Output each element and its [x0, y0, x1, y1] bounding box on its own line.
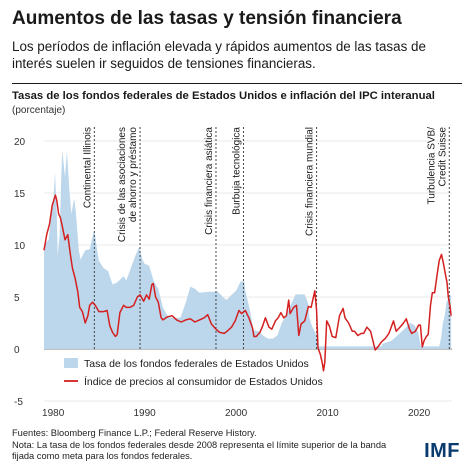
y-tick-label: 5	[14, 293, 20, 304]
event-label: Burbuja tecnológica	[231, 127, 242, 215]
chart-footer: Fuentes: Bloomberg Finance L.P.; Federal…	[12, 428, 402, 463]
event-label: Turbulencia SVB/	[426, 127, 437, 205]
y-tick-label: 0	[14, 345, 20, 356]
event-label: Continental Illinois	[82, 127, 93, 208]
event-label: Credit Suisse	[437, 127, 448, 187]
page-subtitle: Los períodos de inflación elevada y rápi…	[12, 39, 426, 71]
page-title: Aumentos de las tasas y tensión financie…	[12, 8, 402, 29]
imf-logo: IMF	[424, 440, 460, 462]
chart-unit-label: (porcentaje)	[12, 105, 66, 116]
y-tick-label: 15	[14, 189, 26, 200]
legend-label-fed-funds: Tasa de los fondos federales de Estados …	[84, 358, 309, 370]
y-tick-label: -5	[14, 397, 23, 408]
event-label: Crisis financiera asiática	[204, 127, 215, 235]
x-tick-label: 1980	[42, 408, 65, 419]
methodology-note: Nota: La tasa de los fondos federales de…	[12, 439, 387, 462]
x-tick-label: 1990	[134, 408, 157, 419]
event-label: de ahorro y préstamo	[128, 127, 139, 222]
x-tick-label: 2020	[408, 408, 431, 419]
chart-title: Tasas de los fondos federales de Estados…	[12, 90, 435, 102]
source-note: Fuentes: Bloomberg Finance L.P.; Federal…	[12, 428, 257, 438]
y-tick-label: 20	[14, 137, 26, 148]
y-tick-label: 10	[14, 241, 26, 252]
x-tick-label: 2000	[225, 408, 248, 419]
legend-swatch-fed-funds	[64, 358, 78, 368]
fed-funds-area	[44, 150, 452, 349]
event-label: Crisis financiera mundial	[305, 127, 316, 236]
event-label: Crisis de las asociaciones	[117, 127, 128, 242]
title-divider	[12, 83, 462, 84]
cpi-line	[43, 194, 452, 372]
x-tick-label: 2010	[316, 408, 339, 419]
legend-label-cpi: Índice de precios al consumidor de Estad…	[84, 375, 323, 388]
